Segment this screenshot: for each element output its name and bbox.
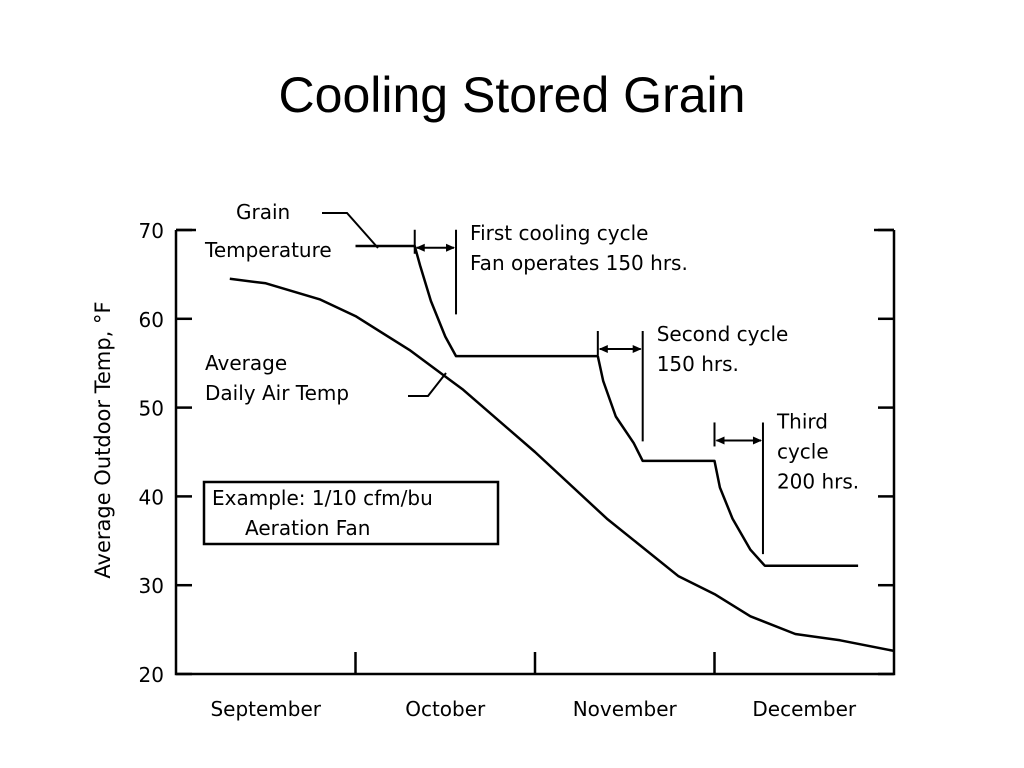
example-box [202, 480, 500, 546]
grain-label-line1: Grain [236, 200, 290, 224]
cycle-3-arrow-right [752, 436, 762, 445]
example-line1: Example: 1/10 cfm/bu [212, 486, 433, 510]
cycle-3-arrow-left [715, 436, 725, 445]
month-label: October [405, 697, 486, 721]
cycle-2-label-line2: 150 hrs. [657, 352, 739, 376]
series-line-air [229, 277, 895, 653]
y-tick-label: 70 [139, 219, 164, 243]
y-tick-label: 30 [139, 574, 164, 598]
air-label-line1: Average [205, 351, 287, 375]
cycle-1-arrow-right [446, 243, 456, 252]
y-tick-label: 40 [139, 485, 164, 509]
cycle-2-arrow-left [598, 344, 608, 353]
y-tick-label: 20 [139, 663, 164, 687]
cycle-1-label-line2: Fan operates 150 hrs. [470, 251, 688, 275]
y-tick-label: 50 [139, 397, 164, 421]
grain-label-line2: Temperature [204, 238, 332, 262]
cycle-3-label-line1: Third [776, 409, 828, 433]
cycle-2-arrow-right [632, 344, 642, 353]
series-line-grain [355, 244, 859, 567]
air-label-leader [408, 372, 447, 397]
cycle-3-label-line2: cycle [777, 439, 829, 463]
example-line2: Aeration Fan [245, 516, 370, 540]
cycle-2-label-line1: Second cycle [657, 322, 789, 346]
slide-title: Cooling Stored Grain [278, 67, 746, 123]
cycle-1-label-line1: First cooling cycle [470, 221, 648, 245]
month-label: September [210, 697, 321, 721]
cycle-3-label-line3: 200 hrs. [777, 469, 859, 493]
cycle-1-arrow-left [415, 243, 425, 252]
grain-label-leader [322, 212, 379, 249]
air-label-line2: Daily Air Temp [205, 381, 349, 405]
y-axis-label: Average Outdoor Temp, °F [91, 301, 115, 578]
y-tick-label: 60 [139, 308, 164, 332]
month-label: November [573, 697, 678, 721]
month-label: December [752, 697, 856, 721]
